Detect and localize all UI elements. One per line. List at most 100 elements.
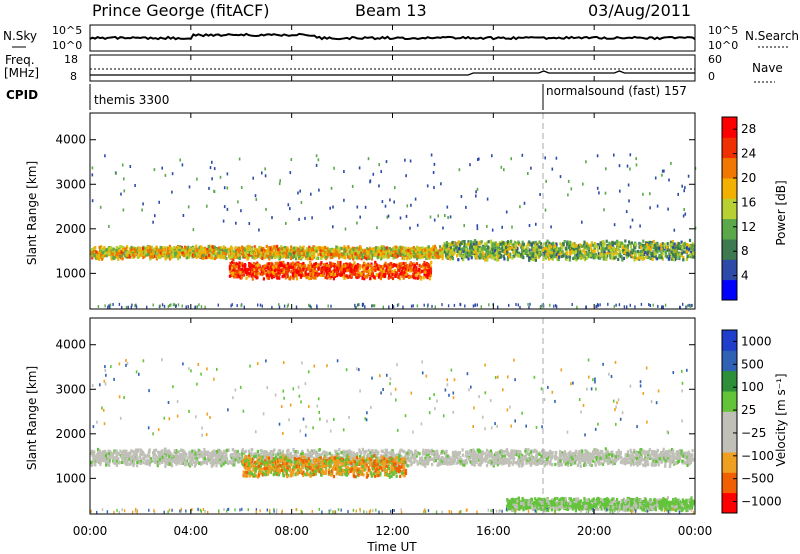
power-cell <box>365 256 368 260</box>
power-cell <box>429 271 432 275</box>
power-cell <box>405 214 408 218</box>
power-cell <box>689 255 692 259</box>
power-cell <box>261 268 264 272</box>
power-cell <box>346 268 349 272</box>
power-cell <box>638 245 641 249</box>
power-cell <box>476 224 479 228</box>
power-cell <box>181 251 184 255</box>
power-cell <box>596 186 599 190</box>
power-cell <box>185 255 189 260</box>
power-cell <box>257 271 260 275</box>
power-cell <box>466 255 469 259</box>
power-cell <box>398 277 401 281</box>
power-cell <box>661 246 664 250</box>
power-cell <box>292 274 295 278</box>
power-cell <box>449 254 452 258</box>
power-cell <box>631 218 634 222</box>
power-cell <box>331 271 334 275</box>
power-cell <box>290 158 293 161</box>
power-cell <box>549 250 552 254</box>
power-cell <box>403 257 406 261</box>
power-cell <box>402 250 405 254</box>
power-cell <box>178 255 182 259</box>
power-cell <box>351 184 354 188</box>
power-cell <box>522 242 525 246</box>
power-cell <box>323 245 327 250</box>
power-cell <box>646 252 649 256</box>
power-cell <box>223 205 226 209</box>
power-cell <box>414 197 417 201</box>
power-cell <box>373 263 376 267</box>
power-cell <box>366 247 369 251</box>
power-cell <box>261 271 265 275</box>
power-cell <box>453 303 456 307</box>
power-cell <box>391 272 394 277</box>
power-cell <box>356 274 359 278</box>
power-cell <box>580 251 583 255</box>
power-cell <box>230 304 232 308</box>
power-cell <box>247 267 250 272</box>
power-cell <box>285 248 288 253</box>
power-cell <box>463 248 466 253</box>
power-cell <box>475 240 478 244</box>
power-cell <box>556 249 559 253</box>
power-cell <box>354 265 357 270</box>
power-cell <box>535 222 537 226</box>
power-cell <box>475 245 478 249</box>
power-cell <box>261 252 265 256</box>
power-cell <box>490 247 493 251</box>
power-cell <box>243 251 247 255</box>
power-cell <box>286 269 289 273</box>
power-cell <box>622 256 626 260</box>
power-cell <box>311 216 313 220</box>
power-cell <box>279 247 282 251</box>
power-cell <box>153 247 156 251</box>
power-cell <box>168 250 171 254</box>
power-cell <box>399 245 402 249</box>
power-cell <box>647 248 650 252</box>
power-cell <box>568 250 571 254</box>
power-cell <box>211 252 214 257</box>
power-cell <box>427 264 430 268</box>
power-cell <box>402 305 404 309</box>
power-cell <box>259 266 262 270</box>
power-cell <box>136 254 139 258</box>
power-cell <box>564 252 567 256</box>
power-cell <box>192 228 195 232</box>
power-cell <box>289 207 291 211</box>
power-cell <box>671 255 675 259</box>
power-cell <box>253 267 256 272</box>
power-cell <box>229 263 232 267</box>
power-cell <box>136 249 139 253</box>
power-cell <box>322 268 325 272</box>
power-cell <box>465 245 468 249</box>
power-cell <box>378 255 382 259</box>
power-cell <box>555 253 558 257</box>
power-cell <box>360 251 363 255</box>
power-cell <box>363 277 366 281</box>
power-cell <box>237 253 240 258</box>
power-cell <box>478 246 481 250</box>
power-cell <box>235 248 238 252</box>
power-cell <box>142 256 145 260</box>
power-cell <box>343 252 346 256</box>
power-cell <box>184 246 187 250</box>
power-cell <box>347 275 350 279</box>
power-cell <box>232 261 235 266</box>
power-cell <box>283 266 286 270</box>
power-cell <box>195 255 198 259</box>
power-cell <box>242 255 245 259</box>
power-cell <box>344 268 347 272</box>
power-cell <box>397 265 400 269</box>
power-cell <box>447 255 450 259</box>
power-cell <box>261 254 264 259</box>
power-cell <box>324 275 327 280</box>
power-cell <box>475 194 477 198</box>
power-cell <box>312 269 315 273</box>
power-cell <box>204 305 206 309</box>
power-cell <box>510 239 513 243</box>
power-cell <box>626 244 629 248</box>
power-cell <box>426 255 429 259</box>
power-cell <box>423 303 425 307</box>
